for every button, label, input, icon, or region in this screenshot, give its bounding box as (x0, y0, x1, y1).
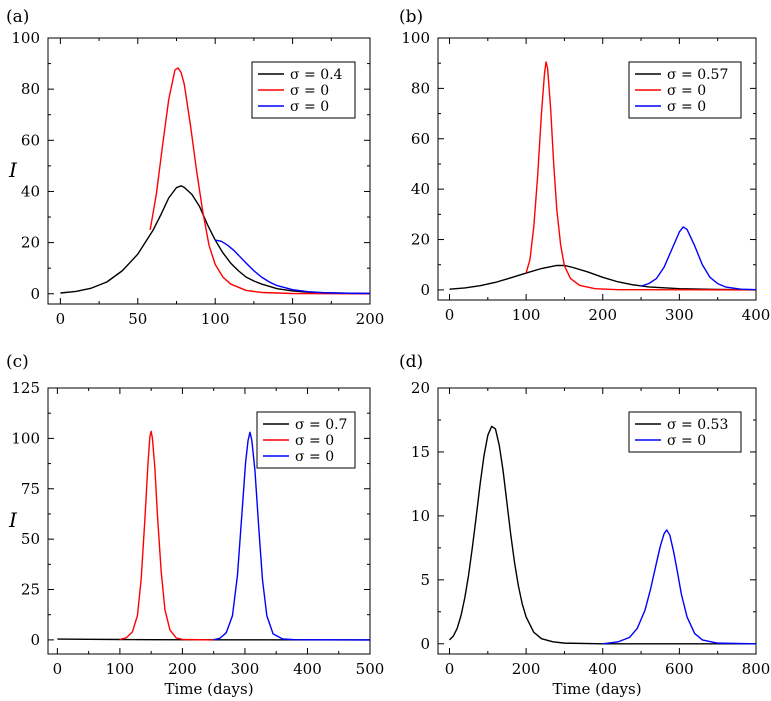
panel-label: (a) (6, 7, 29, 27)
x-tick-label: 0 (445, 660, 455, 678)
plot-frame (437, 37, 757, 301)
legend-entry: σ = 0 (295, 449, 334, 465)
legend-entry: σ = 0 (667, 433, 706, 449)
y-tick-label: 75 (21, 480, 40, 498)
y-tick-label: 0 (420, 281, 430, 299)
x-tick-label: 600 (665, 660, 694, 678)
y-tick-label: 5 (420, 571, 430, 589)
x-tick-label: 400 (588, 660, 617, 678)
x-tick-label: 200 (588, 306, 617, 324)
legend-entry: σ = 0 (295, 433, 334, 449)
series-line-1 (149, 67, 370, 295)
legend-entry: σ = 0 (667, 83, 706, 99)
legend: σ = 0.53σ = 0 (628, 411, 742, 453)
y-axis-label: I (8, 158, 18, 182)
series-line-1 (119, 430, 214, 641)
x-tick-label: 400 (742, 306, 771, 324)
legend-entry: σ = 0.57 (667, 67, 728, 83)
y-tick-label: 0 (30, 631, 40, 649)
chart-panel-d: 0 200 400 600 800 0 5 10 15 20 (d) Time (days) σ = 0… (399, 352, 770, 698)
plot-frame (47, 37, 371, 305)
x-tick-label: 400 (293, 660, 322, 678)
x-tick-label: 0 (53, 660, 63, 678)
legend-box (628, 411, 742, 453)
x-tick-label: 100 (201, 310, 230, 328)
y-tick-label: 15 (411, 443, 430, 461)
x-tick-label: 150 (278, 310, 307, 328)
legend-entry: σ = 0 (667, 99, 706, 115)
legend: σ = 0.7σ = 0σ = 0 (256, 411, 356, 469)
legend-entry: σ = 0 (290, 99, 329, 115)
y-tick-label: 40 (21, 182, 40, 200)
legend-entry: σ = 0.4 (290, 67, 343, 83)
y-tick-label: 20 (411, 379, 430, 397)
panel-label: (d) (399, 352, 423, 372)
series-line-1 (602, 529, 756, 645)
x-tick-label: 300 (665, 306, 694, 324)
series-line-0 (57, 638, 370, 641)
x-tick-label: 200 (356, 310, 385, 328)
x-tick-label: 200 (168, 660, 197, 678)
plot-frame (47, 387, 371, 655)
plot-frame (437, 387, 757, 655)
series-line-1 (525, 61, 756, 291)
y-tick-label: 25 (21, 581, 40, 599)
series-line-2 (215, 239, 370, 295)
series-line-0 (60, 185, 370, 295)
y-tick-label: 80 (21, 80, 40, 98)
x-tick-label: 0 (56, 310, 66, 328)
panel-label: (c) (6, 352, 29, 372)
x-tick-label: 50 (128, 310, 147, 328)
y-tick-label: 60 (21, 131, 40, 149)
series-line-2 (640, 226, 756, 291)
y-tick-label: 20 (411, 231, 430, 249)
y-tick-label: 80 (411, 79, 430, 97)
legend: σ = 0.57σ = 0σ = 0 (628, 61, 742, 119)
y-tick-label: 100 (11, 429, 40, 447)
x-tick-label: 0 (445, 306, 455, 324)
series-line-2 (213, 431, 370, 641)
y-tick-label: 10 (411, 507, 430, 525)
x-tick-label: 200 (512, 660, 541, 678)
legend-entry: σ = 0.7 (295, 417, 347, 433)
y-tick-label: 40 (411, 180, 430, 198)
legend: σ = 0.4σ = 0σ = 0 (251, 61, 356, 119)
x-axis-label: Time (days) (552, 680, 641, 698)
series-line-0 (449, 264, 756, 291)
series-line-0 (448, 425, 756, 645)
y-tick-label: 0 (420, 635, 430, 653)
y-tick-label: 100 (401, 29, 430, 47)
x-tick-label: 500 (356, 660, 385, 678)
y-axis-label: I (8, 508, 18, 532)
chart-panel-c: 0 100 200 300 400 500 0 25 50 75 100 125 (c) I Time (d… (6, 352, 384, 698)
legend-entry: σ = 0 (290, 83, 329, 99)
x-axis-label: Time (days) (164, 680, 253, 698)
y-tick-label: 0 (30, 285, 40, 303)
legend-entry: σ = 0.53 (667, 417, 728, 433)
y-tick-label: 125 (11, 379, 40, 397)
panel-label: (b) (399, 7, 423, 27)
y-tick-label: 50 (21, 530, 40, 548)
y-tick-label: 100 (11, 29, 40, 47)
y-tick-label: 60 (411, 130, 430, 148)
x-tick-label: 100 (106, 660, 135, 678)
x-tick-label: 300 (231, 660, 260, 678)
x-tick-label: 800 (742, 660, 771, 678)
y-tick-label: 20 (21, 234, 40, 252)
x-tick-label: 100 (512, 306, 541, 324)
